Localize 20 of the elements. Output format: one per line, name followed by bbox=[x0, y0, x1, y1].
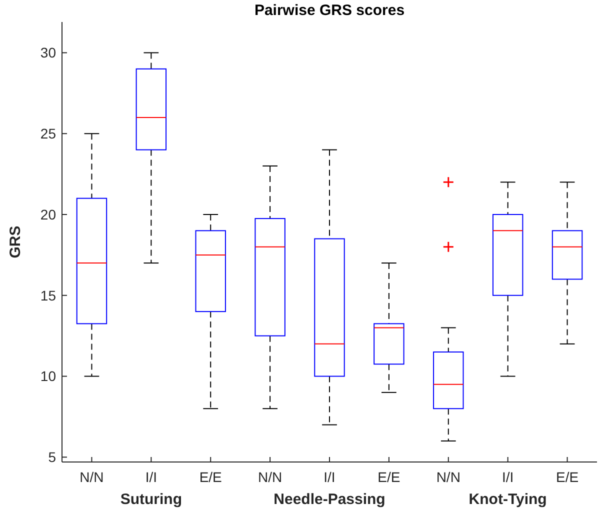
x-tick-label: N/N bbox=[436, 469, 460, 485]
y-tick-label: 5 bbox=[48, 449, 56, 466]
x-tick-label: N/N bbox=[80, 469, 104, 485]
chart-title: Pairwise GRS scores bbox=[254, 2, 405, 19]
x-tick-label: I/I bbox=[145, 469, 158, 485]
x-tick-label: E/E bbox=[199, 469, 222, 485]
y-tick-label: 25 bbox=[40, 126, 56, 142]
text: Suturing bbox=[120, 491, 182, 508]
text: Needle-Passing bbox=[274, 491, 386, 508]
y-tick-label: 20 bbox=[40, 206, 56, 222]
y-axis-title: GRS bbox=[7, 226, 24, 258]
y-tick-label: 30 bbox=[40, 44, 56, 61]
x-tick-label: I/I bbox=[324, 469, 336, 485]
x-tick-label: I/I bbox=[502, 469, 514, 485]
text: Knot-Tying bbox=[468, 491, 547, 508]
x-tick-label: N/N bbox=[258, 469, 282, 485]
y-tick-label: 15 bbox=[40, 287, 56, 304]
x-tick-label: E/E bbox=[378, 469, 400, 485]
y-tick-label: 10 bbox=[40, 368, 56, 384]
x-tick-label: E/E bbox=[556, 469, 579, 485]
